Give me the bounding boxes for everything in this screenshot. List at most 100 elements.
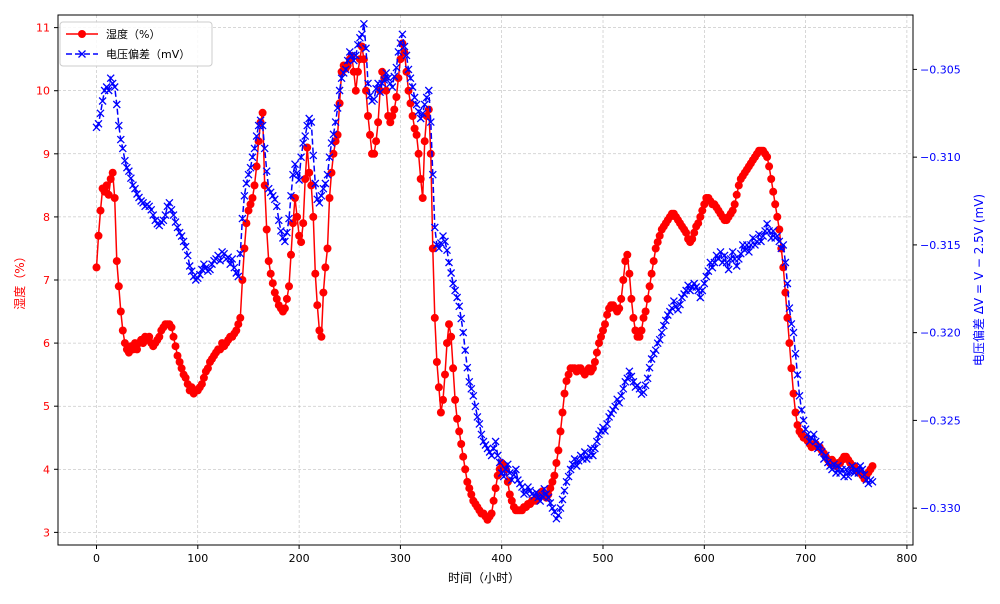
voltage-point xyxy=(546,498,555,507)
voltage-point xyxy=(353,40,362,49)
voltage-point xyxy=(619,384,628,393)
series-layer xyxy=(92,19,877,524)
voltage-point xyxy=(333,104,342,112)
humidity-point xyxy=(406,99,415,108)
voltage-point xyxy=(256,116,265,125)
voltage-point xyxy=(266,188,275,197)
voltage-point xyxy=(274,216,283,225)
humidity-point xyxy=(270,288,279,297)
humidity-point xyxy=(493,471,502,480)
humidity-point xyxy=(268,279,277,288)
humidity-point xyxy=(112,257,121,266)
voltage-point xyxy=(135,193,143,202)
humidity-point xyxy=(262,225,271,234)
humidity-point xyxy=(588,364,597,373)
humidity-point xyxy=(426,149,435,158)
humidity-point xyxy=(621,257,630,266)
humidity-point xyxy=(169,332,178,341)
humidity-point xyxy=(643,294,652,303)
voltage-point xyxy=(825,462,834,470)
voltage-point xyxy=(114,121,123,130)
humidity-point xyxy=(197,380,206,389)
humidity-point xyxy=(258,108,267,117)
humidity-point xyxy=(315,326,324,335)
humidity-point xyxy=(595,339,603,348)
voltage-point xyxy=(319,184,328,193)
voltage-point xyxy=(169,211,178,220)
humidity-point xyxy=(94,231,103,240)
y-axis-label-left: 湿度（%） xyxy=(12,250,27,309)
voltage-point xyxy=(390,72,399,81)
voltage-point xyxy=(412,100,421,109)
voltage-point xyxy=(329,130,338,139)
voltage-point xyxy=(795,391,804,400)
voltage-point xyxy=(592,437,601,446)
y-tick-label-left: 10 xyxy=(36,85,50,98)
voltage-point xyxy=(430,223,439,232)
voltage-point xyxy=(242,179,251,188)
voltage-point xyxy=(436,239,445,248)
humidity-point xyxy=(390,105,399,114)
voltage-point xyxy=(195,270,204,279)
humidity-point xyxy=(323,244,332,253)
voltage-point xyxy=(791,349,800,358)
humidity-point xyxy=(785,339,794,348)
humidity-point xyxy=(246,200,255,209)
voltage-point xyxy=(112,100,121,109)
humidity-point xyxy=(439,395,447,404)
voltage-point xyxy=(291,160,299,169)
humidity-point xyxy=(560,389,569,398)
humidity-point xyxy=(392,93,401,101)
voltage-point xyxy=(455,302,464,311)
voltage-point xyxy=(603,419,612,428)
voltage-point xyxy=(264,184,273,193)
y-tick-label-left: 5 xyxy=(43,400,50,413)
humidity-point xyxy=(445,320,453,329)
voltage-point xyxy=(669,297,678,306)
voltage-point xyxy=(376,88,385,97)
voltage-point xyxy=(216,256,225,265)
voltage-point xyxy=(212,254,220,263)
humidity-point xyxy=(120,339,129,348)
voltage-point xyxy=(359,19,368,28)
humidity-point xyxy=(133,345,141,354)
voltage-point xyxy=(459,328,468,337)
humidity-point xyxy=(463,477,472,486)
y-tick-label-right: −0.315 xyxy=(920,239,961,252)
voltage-point xyxy=(562,477,571,486)
voltage-point xyxy=(503,460,512,469)
humidity-point xyxy=(155,332,164,341)
voltage-point xyxy=(445,258,453,267)
voltage-point xyxy=(443,246,451,255)
x-tick-label: 500 xyxy=(593,552,614,565)
voltage-point xyxy=(495,458,504,467)
humidity-point xyxy=(698,206,707,215)
voltage-point xyxy=(297,153,306,162)
humidity-point xyxy=(118,326,127,335)
voltage-point xyxy=(343,56,352,65)
voltage-point xyxy=(258,121,267,130)
voltage-point xyxy=(305,114,314,123)
humidity-point xyxy=(370,149,379,158)
y-axis-label-right: 电压偏差 ΔV = V − 2.5V (mV) xyxy=(971,194,986,366)
voltage-point xyxy=(248,153,257,162)
humidity-point xyxy=(287,250,295,259)
voltage-point xyxy=(230,263,239,272)
humidity-point xyxy=(264,257,273,266)
voltage-point xyxy=(522,488,530,497)
humidity-point xyxy=(382,86,391,95)
humidity-point xyxy=(771,200,780,209)
humidity-point xyxy=(730,200,739,209)
voltage-point xyxy=(499,472,508,481)
humidity-point xyxy=(108,168,117,177)
humidity-point xyxy=(199,373,208,382)
voltage-point xyxy=(728,247,737,256)
humidity-point xyxy=(461,465,470,474)
voltage-point xyxy=(434,244,443,253)
voltage-point xyxy=(540,484,549,493)
voltage-point xyxy=(179,237,188,246)
voltage-point xyxy=(280,237,289,246)
voltage-point xyxy=(449,279,458,288)
voltage-point xyxy=(463,363,472,372)
